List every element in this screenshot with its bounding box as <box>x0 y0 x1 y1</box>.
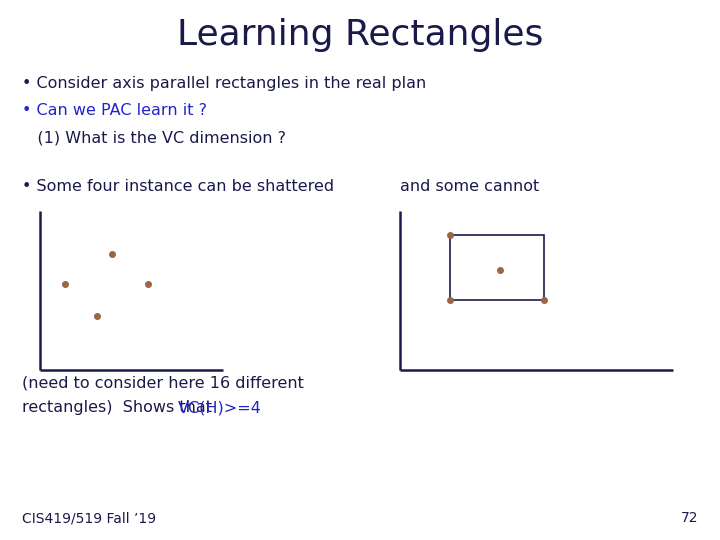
Text: and some cannot: and some cannot <box>400 179 539 194</box>
Text: • Can we PAC learn it ?: • Can we PAC learn it ? <box>22 103 207 118</box>
Text: • Some four instance can be shattered: • Some four instance can be shattered <box>22 179 334 194</box>
Text: VC(H)>=4: VC(H)>=4 <box>178 400 261 415</box>
Text: (need to consider here 16 different: (need to consider here 16 different <box>22 376 303 391</box>
Text: rectangles)  Shows that: rectangles) Shows that <box>22 400 217 415</box>
Text: • Consider axis parallel rectangles in the real plan: • Consider axis parallel rectangles in t… <box>22 76 426 91</box>
Text: 72: 72 <box>681 511 698 525</box>
Text: (1) What is the VC dimension ?: (1) What is the VC dimension ? <box>22 130 286 145</box>
Text: CIS419/519 Fall ’19: CIS419/519 Fall ’19 <box>22 511 156 525</box>
Bar <box>450 235 544 300</box>
Text: Learning Rectangles: Learning Rectangles <box>177 18 543 52</box>
